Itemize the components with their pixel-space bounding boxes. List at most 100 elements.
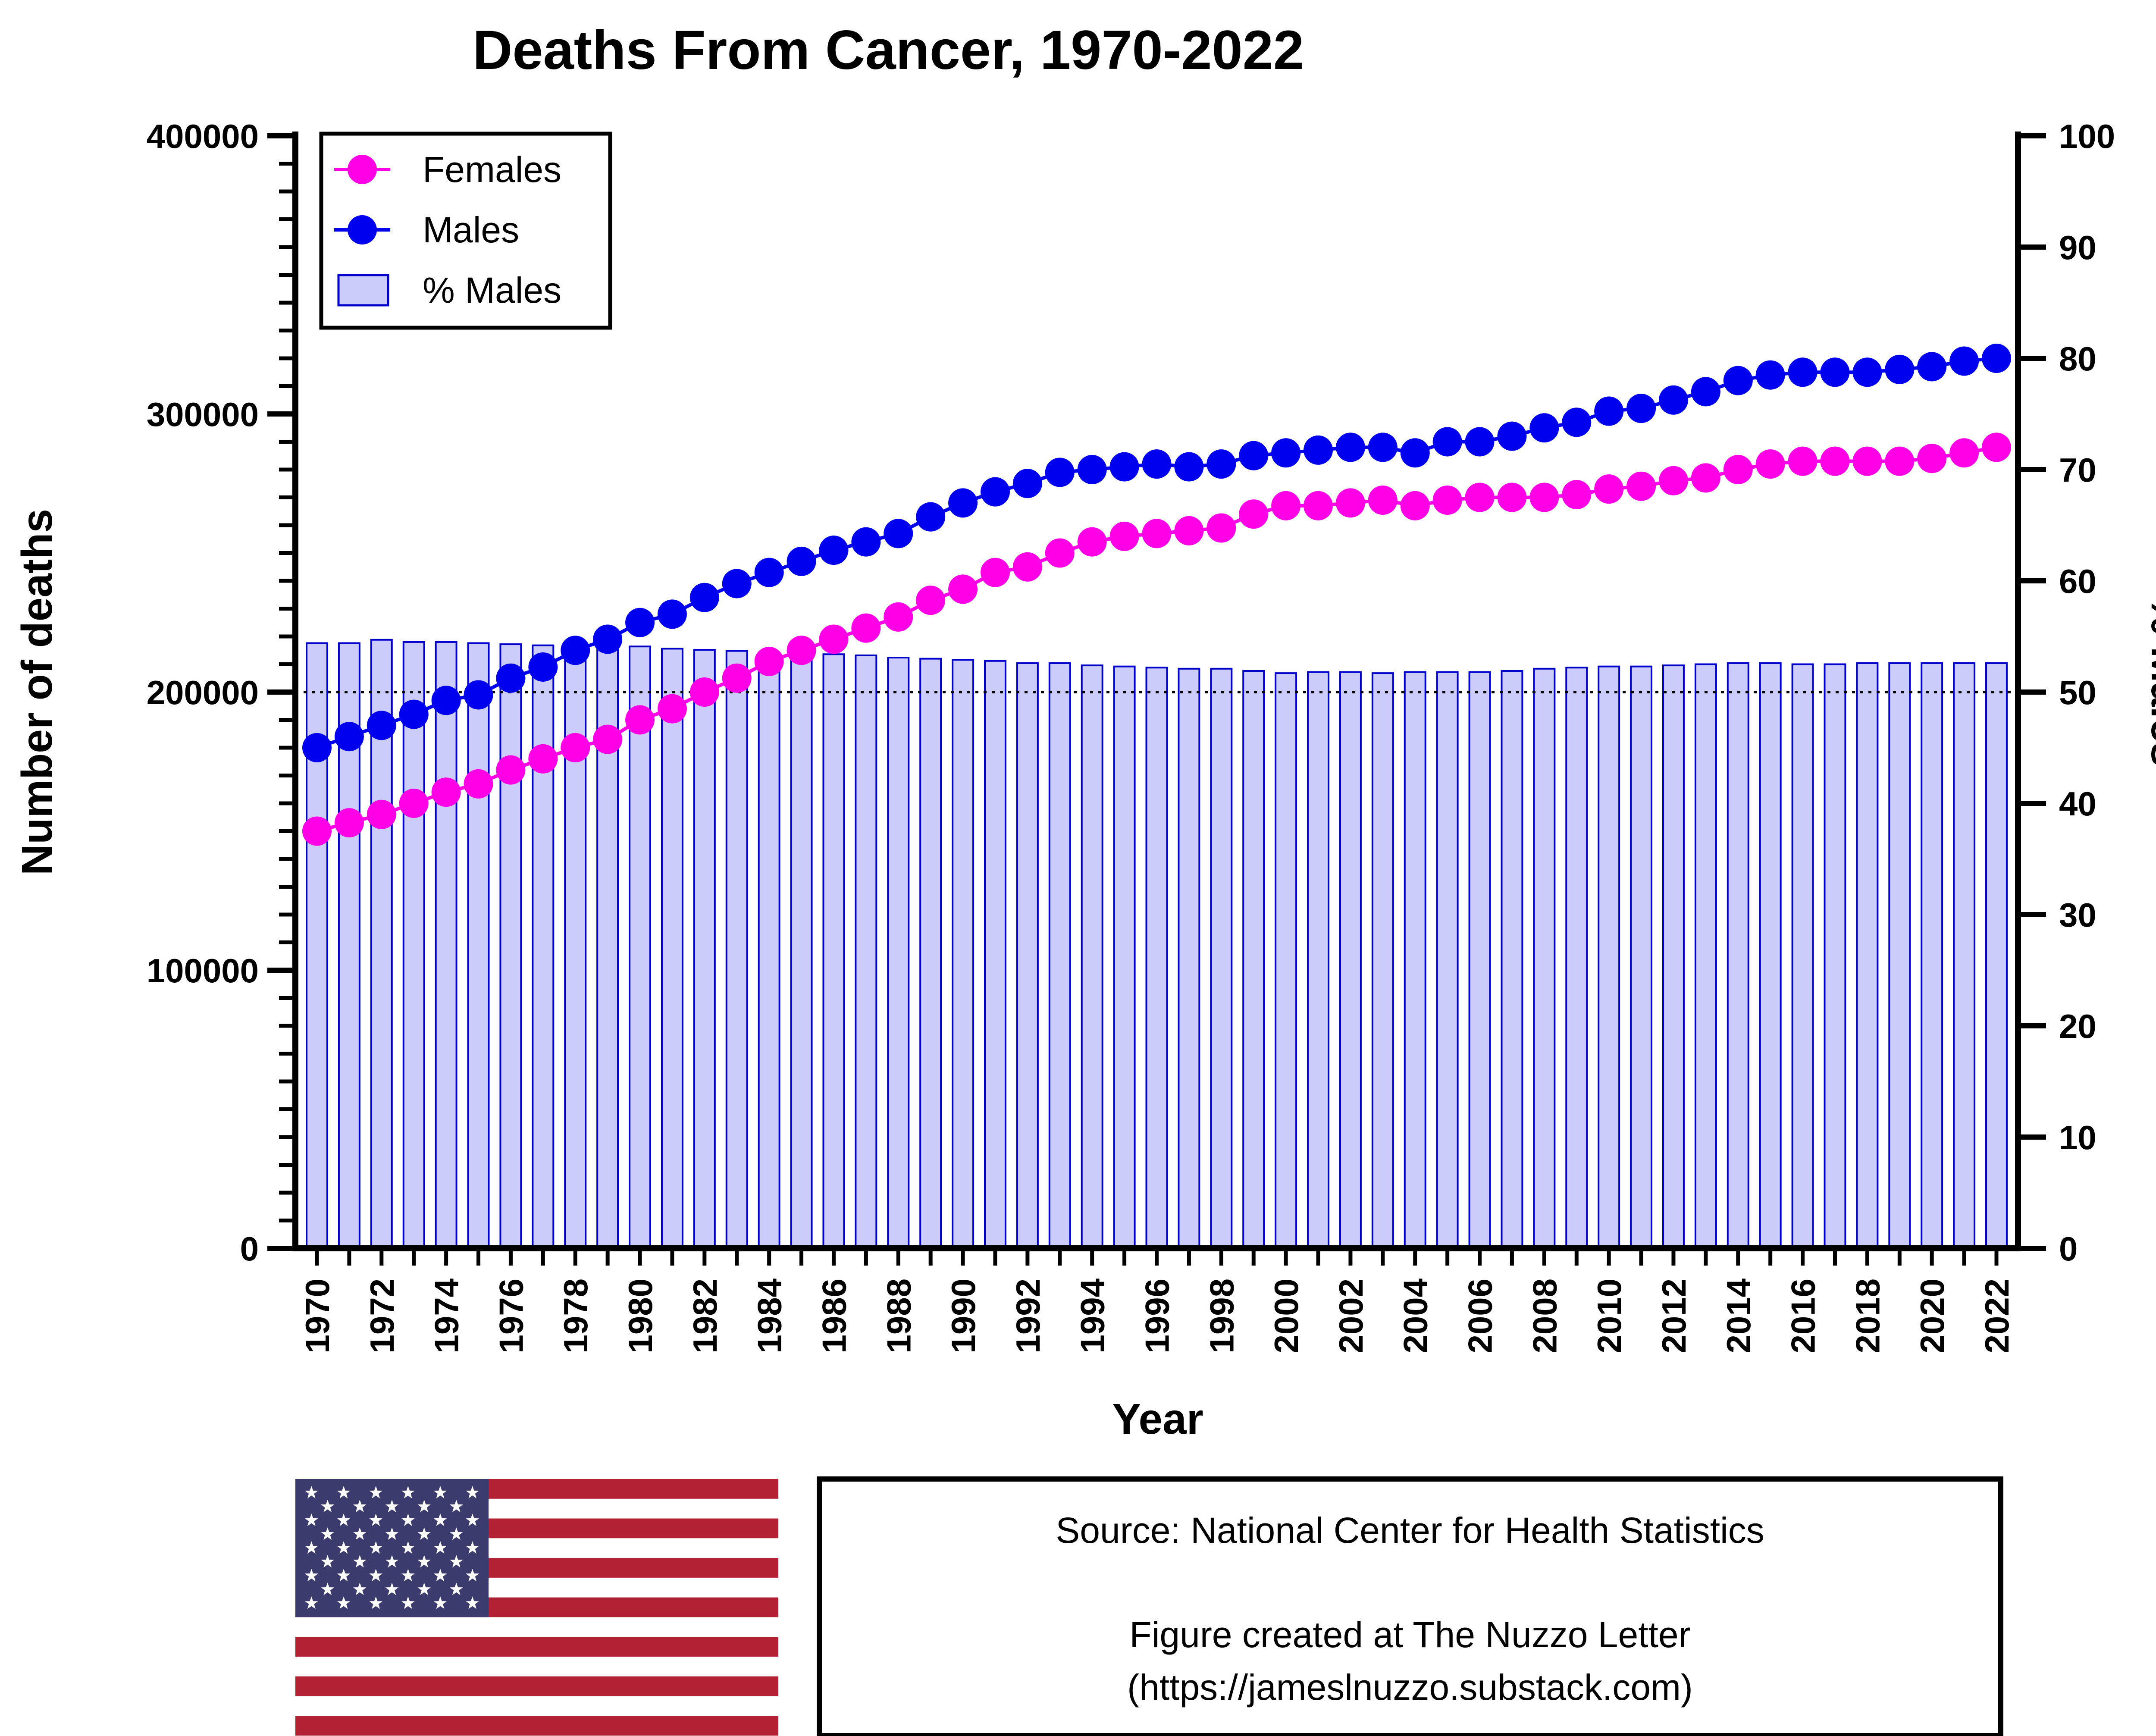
point-females-2005 <box>1432 485 1462 515</box>
bar-pct-males-2012 <box>1662 664 1685 1249</box>
point-males-2011 <box>1626 394 1656 423</box>
point-females-2013 <box>1691 463 1720 493</box>
legend-pct-males-label: % Males <box>423 270 561 310</box>
point-females-1989 <box>916 586 946 615</box>
flag-star-icon <box>305 1486 318 1498</box>
x-tick-label: 1994 <box>1074 1278 1112 1354</box>
point-females-1986 <box>819 624 849 654</box>
flag-star-icon <box>417 1582 431 1595</box>
point-males-1975 <box>464 680 493 710</box>
point-females-2015 <box>1755 449 1785 479</box>
flag-star-icon <box>305 1541 318 1554</box>
flag-star-icon <box>353 1582 367 1595</box>
flag-star-icon <box>385 1500 399 1512</box>
legend: Females Males % Males <box>319 132 612 330</box>
point-males-2019 <box>1885 354 1915 384</box>
point-males-2008 <box>1529 413 1559 443</box>
bar-pct-males-1983 <box>725 650 748 1249</box>
point-males-1993 <box>1045 458 1075 487</box>
point-females-1974 <box>431 777 461 807</box>
bar-pct-males-2003 <box>1371 672 1394 1249</box>
flag-star-icon <box>466 1569 479 1582</box>
bar-pct-males-1995 <box>1113 665 1136 1249</box>
bar-pct-males-1984 <box>758 652 780 1249</box>
x-tick-label: 2000 <box>1267 1278 1305 1354</box>
y-right-tick-label: 90 <box>2059 229 2096 266</box>
point-females-1993 <box>1045 538 1075 568</box>
bar-pct-males-2020 <box>1921 662 1943 1249</box>
bar-pct-males-2008 <box>1533 667 1556 1249</box>
bar-pct-males-1976 <box>499 643 522 1249</box>
point-females-2012 <box>1658 466 1688 495</box>
point-females-1988 <box>884 602 913 632</box>
legend-males-marker <box>348 215 377 244</box>
bar-pct-males-2017 <box>1824 663 1846 1249</box>
point-males-1970 <box>302 733 332 762</box>
point-males-1983 <box>722 569 752 599</box>
point-males-2021 <box>1949 346 1979 376</box>
flag-star-icon <box>417 1555 431 1568</box>
x-tick-label: 2008 <box>1526 1278 1564 1354</box>
credit-url-line: (https://jameslnuzzo.substack.com) <box>1127 1667 1693 1708</box>
bar-pct-males-1981 <box>661 648 683 1249</box>
point-males-1998 <box>1206 449 1236 479</box>
bar-pct-males-1992 <box>1016 662 1039 1249</box>
source-line: Source: National Center for Health Stati… <box>1056 1510 1764 1551</box>
point-males-1995 <box>1109 452 1139 482</box>
point-females-2009 <box>1562 480 1592 510</box>
point-females-1972 <box>367 799 396 829</box>
bar-pct-males-2016 <box>1791 663 1814 1249</box>
y-right-tick-label: 40 <box>2059 785 2096 823</box>
x-tick-label: 2016 <box>1784 1278 1822 1354</box>
bar-pct-males-2007 <box>1501 670 1523 1249</box>
bar-pct-males-1989 <box>919 658 942 1249</box>
point-males-1982 <box>689 583 719 612</box>
point-males-1973 <box>399 699 429 729</box>
point-females-2001 <box>1304 491 1333 520</box>
point-males-1974 <box>431 686 461 715</box>
point-males-1997 <box>1174 452 1204 482</box>
x-tick-label: 1984 <box>751 1278 789 1354</box>
flag-star-icon <box>321 1582 334 1595</box>
x-tick-label: 1996 <box>1138 1278 1176 1354</box>
point-females-2003 <box>1368 485 1398 515</box>
y-left-tick-label: 200000 <box>147 674 259 711</box>
x-tick-label: 1988 <box>880 1278 918 1354</box>
point-males-1976 <box>496 663 526 693</box>
point-females-1999 <box>1239 499 1269 529</box>
point-females-2016 <box>1788 446 1818 476</box>
point-females-1992 <box>1012 552 1042 582</box>
flag-star-icon <box>305 1569 318 1582</box>
bar-pct-males-1973 <box>402 641 425 1249</box>
point-females-1976 <box>496 755 526 785</box>
us-flag <box>295 1479 778 1736</box>
flag-star-icon <box>369 1596 382 1609</box>
point-males-2003 <box>1368 432 1398 462</box>
flag-star-icon <box>417 1527 431 1540</box>
y-right-tick-label: 50 <box>2059 674 2096 711</box>
point-females-1979 <box>593 724 623 754</box>
x-tick-label: 1976 <box>492 1278 530 1354</box>
flag-star-icon <box>385 1582 399 1595</box>
flag-star-icon <box>337 1486 351 1498</box>
y-right-tick-label: 30 <box>2059 896 2096 934</box>
x-tick-label: 2006 <box>1461 1278 1499 1354</box>
point-males-1989 <box>916 502 946 532</box>
point-males-2010 <box>1594 396 1624 426</box>
bar-pct-males-1977 <box>532 644 555 1249</box>
series-points-layer <box>302 344 2011 846</box>
bar-pct-males-2013 <box>1694 663 1717 1249</box>
point-females-2021 <box>1949 438 1979 468</box>
point-males-2009 <box>1562 407 1592 437</box>
flag-star-icon <box>353 1555 367 1568</box>
axes-layer: 0 100000 200000 300000 400000 0 10 20 30 40 50 60 70… <box>147 117 2115 1354</box>
point-males-2015 <box>1755 360 1785 390</box>
point-females-1981 <box>657 694 687 724</box>
point-males-2004 <box>1400 438 1430 468</box>
point-males-1978 <box>561 636 590 665</box>
flag-star-icon <box>466 1541 479 1554</box>
bar-pct-males-1980 <box>629 646 652 1249</box>
point-males-2005 <box>1432 427 1462 457</box>
x-tick-label: 2004 <box>1397 1278 1435 1354</box>
point-males-2020 <box>1917 352 1947 382</box>
